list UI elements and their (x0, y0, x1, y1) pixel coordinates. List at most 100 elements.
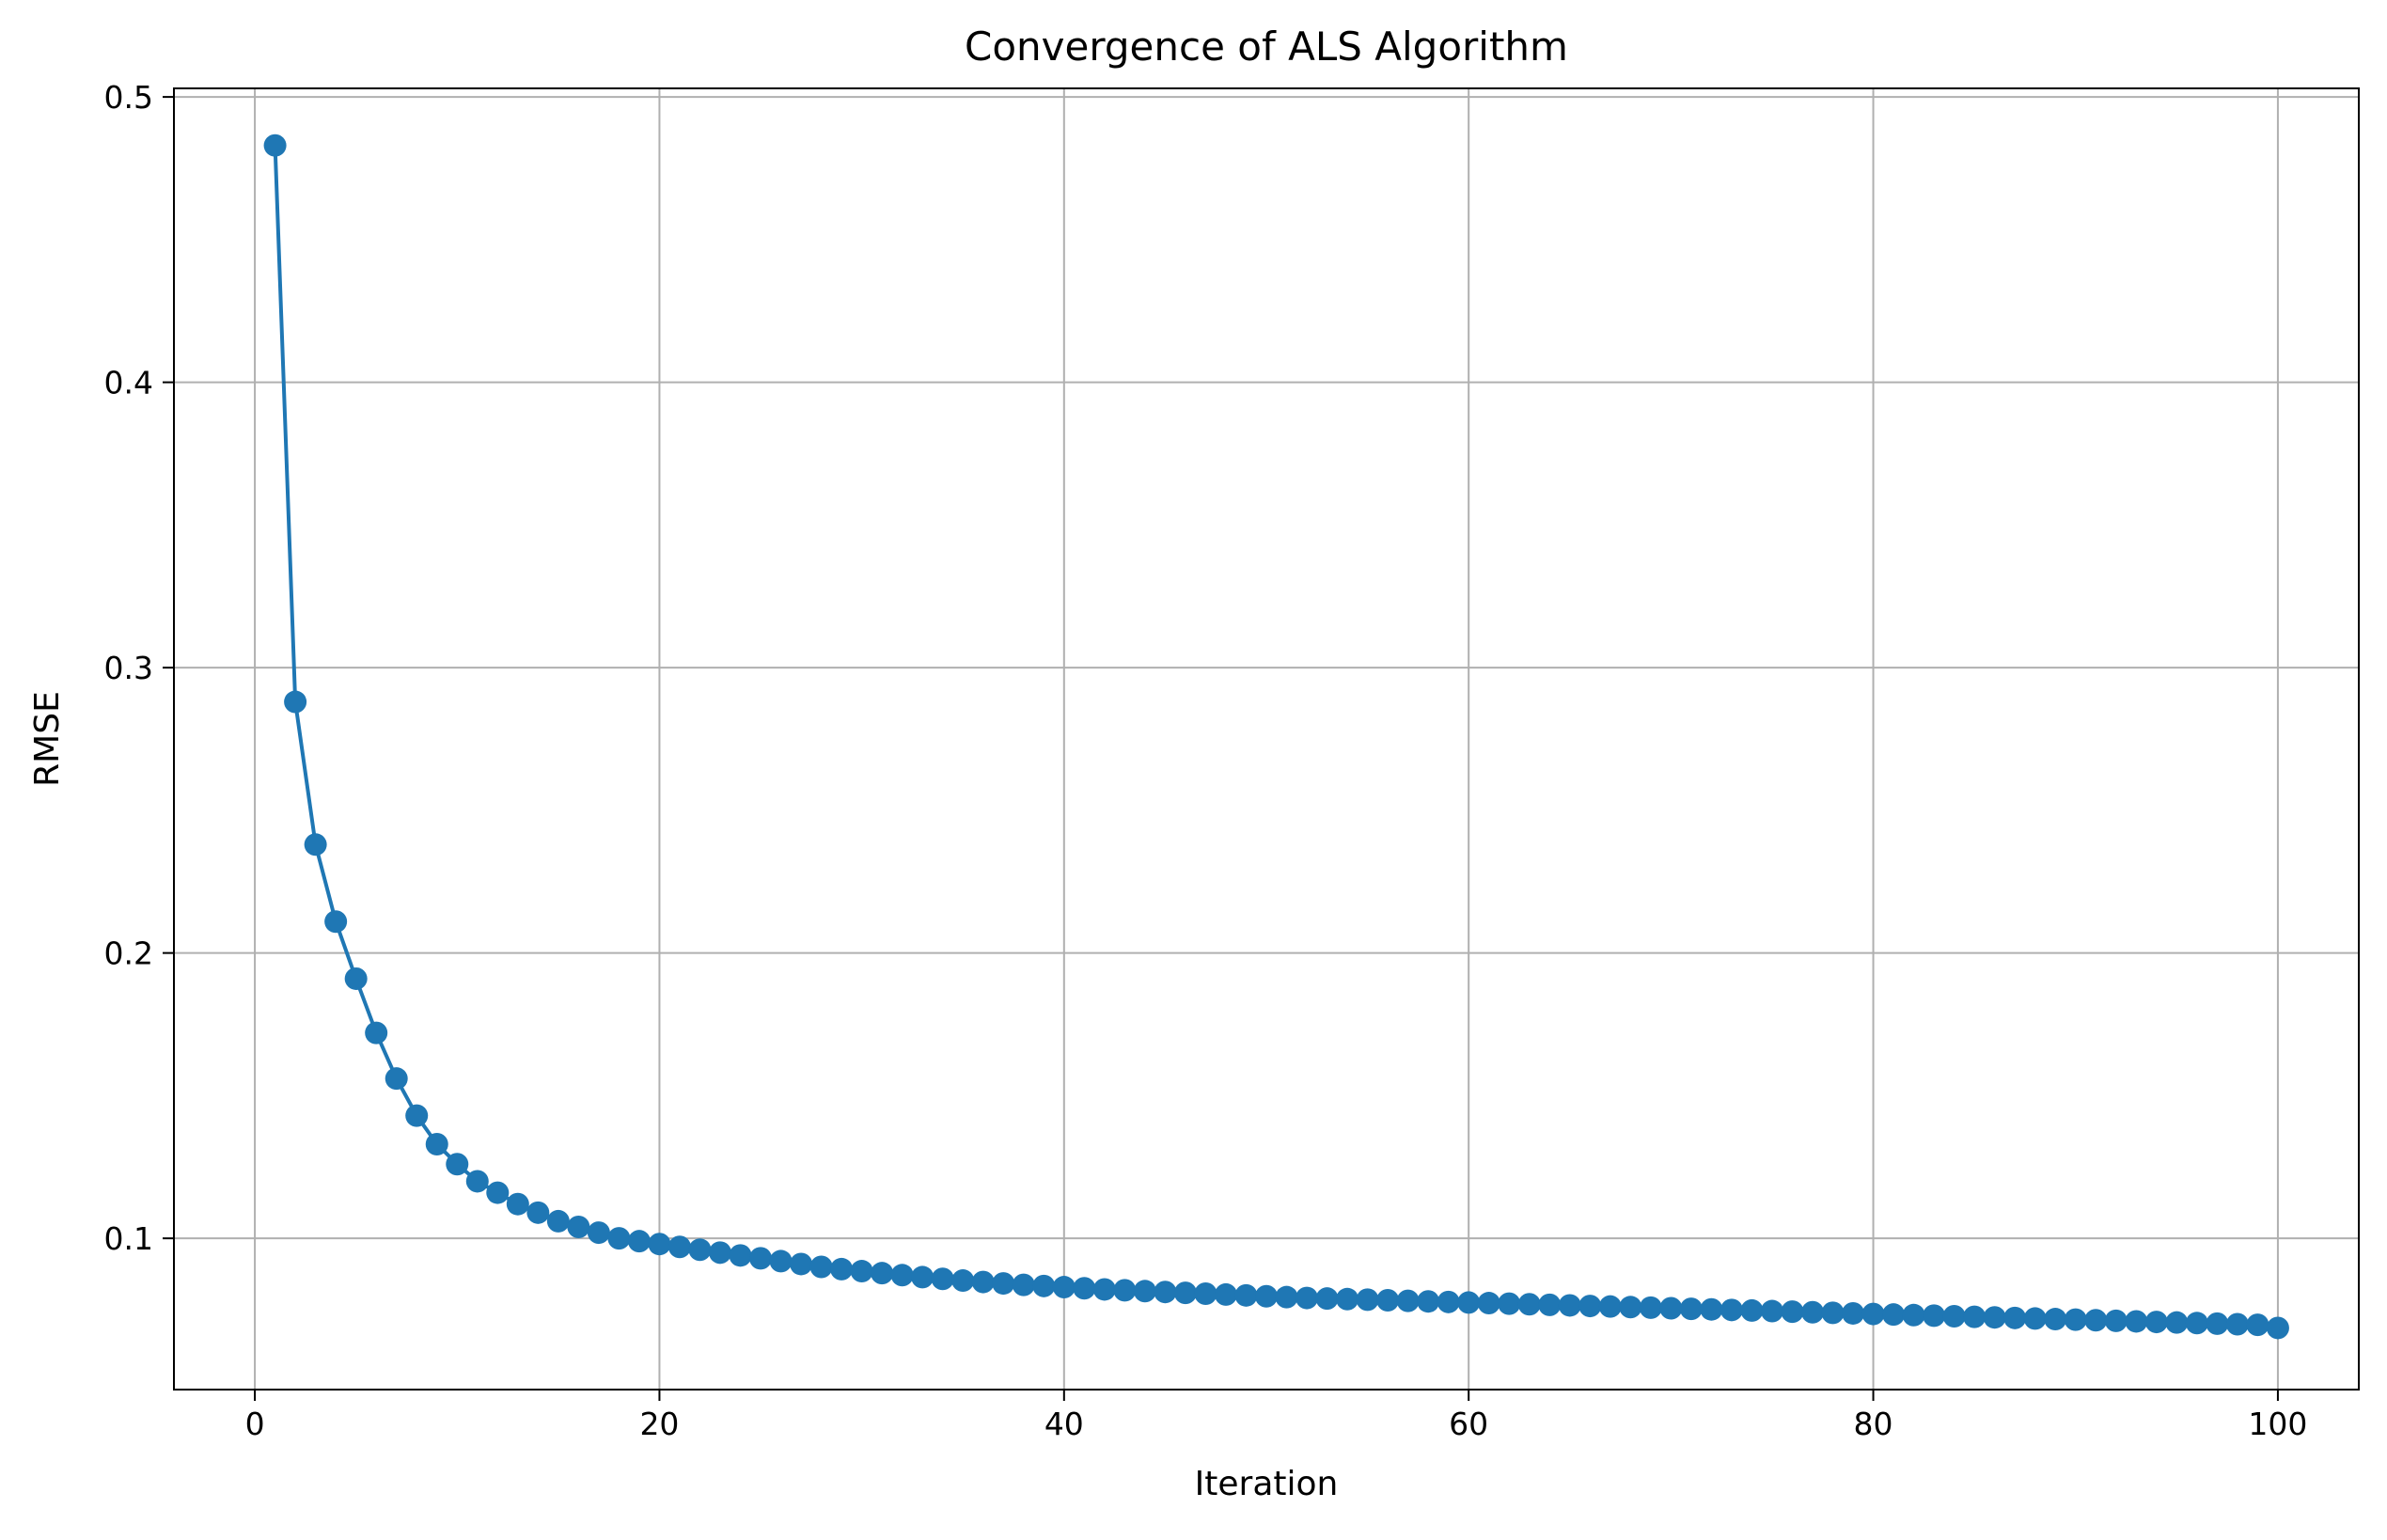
data-point (1234, 1283, 1258, 1307)
data-point (1073, 1277, 1096, 1300)
data-point (1275, 1285, 1298, 1309)
data-point (1498, 1292, 1521, 1315)
data-point (405, 1104, 429, 1127)
data-point (1659, 1296, 1683, 1320)
data-point (2023, 1307, 2047, 1330)
y-axis-title: RMSE (28, 691, 67, 787)
y-tick-label: 0.5 (104, 79, 153, 116)
data-point (324, 910, 348, 934)
data-point (1801, 1300, 1824, 1324)
data-point (1194, 1282, 1217, 1306)
data-point (2246, 1313, 2269, 1337)
data-point (1902, 1303, 1925, 1327)
y-tick-label: 0.1 (104, 1220, 153, 1257)
data-point (1679, 1297, 1703, 1321)
data-point (911, 1265, 934, 1289)
data-point (749, 1247, 773, 1270)
data-point (809, 1255, 833, 1279)
data-point (1032, 1274, 1056, 1297)
data-point (1477, 1292, 1500, 1315)
y-tick-label: 0.3 (104, 650, 153, 686)
data-point (2225, 1312, 2249, 1336)
data-point (648, 1233, 671, 1256)
data-point (1963, 1305, 1987, 1328)
data-point (2044, 1308, 2067, 1331)
data-point (1214, 1282, 1237, 1306)
x-tick-label: 0 (245, 1406, 265, 1442)
data-point (992, 1272, 1015, 1296)
data-point (446, 1153, 469, 1176)
x-tick-label: 100 (2248, 1406, 2307, 1442)
data-point (2003, 1306, 2027, 1329)
data-point (385, 1067, 408, 1091)
x-axis-title: Iteration (1195, 1465, 1339, 1503)
data-point (951, 1269, 975, 1293)
data-point (790, 1252, 813, 1276)
data-point (1052, 1276, 1076, 1299)
plot-area-frame (173, 87, 2360, 1391)
data-point (1538, 1293, 1562, 1316)
data-point (546, 1209, 570, 1233)
data-point (2064, 1308, 2087, 1331)
data-point (607, 1227, 631, 1250)
data-point (871, 1262, 894, 1285)
data-point (1315, 1287, 1339, 1311)
data-point (1760, 1299, 1783, 1323)
data-point (506, 1192, 529, 1216)
data-point (2206, 1312, 2229, 1335)
data-point (344, 966, 368, 990)
data-point (587, 1221, 610, 1245)
data-point (2144, 1311, 2168, 1334)
x-tick-label: 80 (1854, 1406, 1893, 1442)
data-point (1417, 1290, 1440, 1313)
data-point (1092, 1278, 1116, 1301)
data-point (1598, 1295, 1622, 1318)
data-point (425, 1132, 448, 1155)
data-point (1578, 1295, 1602, 1318)
data-point (769, 1249, 793, 1273)
data-point (567, 1216, 590, 1238)
data-point (1558, 1294, 1581, 1317)
data-point (2266, 1316, 2289, 1340)
data-point (1781, 1300, 1804, 1324)
data-point (931, 1267, 954, 1291)
data-point (709, 1241, 731, 1265)
data-point (1740, 1298, 1764, 1322)
data-point (1255, 1284, 1278, 1308)
data-point (2165, 1311, 2189, 1334)
data-series (263, 134, 2289, 1340)
data-point (1113, 1279, 1137, 1302)
data-point (1942, 1304, 1966, 1328)
data-point (526, 1201, 550, 1224)
data-point (1720, 1298, 1743, 1322)
y-tick-label: 0.4 (104, 365, 153, 401)
data-point (667, 1235, 691, 1259)
data-point (688, 1238, 712, 1262)
data-point (1437, 1290, 1460, 1313)
data-point (1396, 1289, 1420, 1312)
data-point (1861, 1302, 1885, 1326)
data-point (627, 1230, 651, 1253)
data-point (850, 1260, 873, 1283)
data-point (1012, 1273, 1035, 1296)
data-point (1457, 1291, 1481, 1314)
data-point (1336, 1287, 1359, 1311)
data-point (1517, 1293, 1541, 1316)
data-point (263, 134, 287, 157)
data-point (2084, 1309, 2108, 1332)
data-point (465, 1170, 489, 1193)
data-point (729, 1244, 752, 1267)
x-tick-label: 40 (1044, 1406, 1084, 1442)
data-point (1923, 1304, 1946, 1328)
x-tick-label: 60 (1449, 1406, 1488, 1442)
data-point (1296, 1286, 1319, 1310)
chart-title: Convergence of ALS Algorithm (965, 24, 1568, 70)
x-tick-label: 20 (639, 1406, 679, 1442)
data-point (1133, 1280, 1156, 1303)
data-point (365, 1021, 388, 1045)
data-point (1882, 1303, 1906, 1327)
axis-ticks: 0 20 40 60 80 100 0.1 0.2 0.3 0.4 0.5 (104, 79, 2308, 1442)
data-point (1983, 1306, 2006, 1329)
